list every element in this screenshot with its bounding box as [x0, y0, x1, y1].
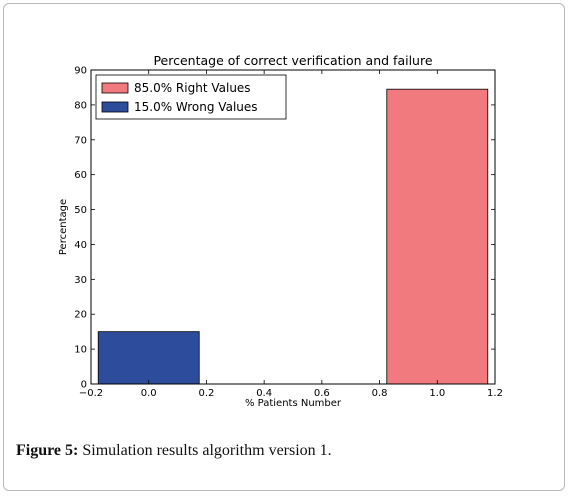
caption-text: Simulation results algorithm version 1.: [78, 442, 332, 459]
y-tick-label: 30: [74, 275, 87, 286]
y-tick-label: 90: [74, 66, 87, 77]
x-tick-label: 0.0: [141, 388, 157, 399]
legend-label: 15.0% Wrong Values: [134, 100, 258, 114]
x-tick-label: −0.2: [79, 388, 103, 399]
plot-area-frame: [90, 69, 496, 385]
x-tick-label: 0.8: [372, 388, 388, 399]
y-tick-label: 20: [74, 310, 87, 321]
x-tick-label: 0.2: [198, 388, 214, 399]
x-tick-label: 1.0: [429, 388, 445, 399]
legend-swatch: [101, 82, 129, 94]
bar-series-1: [97, 331, 200, 385]
chart-title: Percentage of correct verification and f…: [153, 53, 432, 68]
legend-label: 85.0% Right Values: [134, 81, 251, 95]
bars-layer: [97, 88, 489, 385]
x-tick-label: 0.6: [314, 388, 330, 399]
y-tick-label: 50: [74, 205, 87, 216]
y-tick-label: 0: [81, 380, 87, 391]
x-tick-label: 1.2: [487, 388, 503, 399]
bar-chart: Percentage of correct verification and f…: [58, 53, 503, 409]
figure-panel: Percentage of correct verification and f…: [12, 42, 557, 424]
legend-swatch: [101, 101, 129, 113]
y-axis-label: Percentage: [58, 199, 69, 255]
bar-series-0: [386, 88, 489, 385]
figure-caption: Figure 5: Simulation results algorithm v…: [16, 442, 546, 460]
x-tick-label: 0.4: [256, 388, 272, 399]
y-tick-label: 80: [74, 100, 87, 111]
y-tick-label: 70: [74, 135, 87, 146]
y-axis-ticks: 0 10 20 30 40 50 60 70 80 90: [74, 66, 495, 391]
figure-frame: Percentage of correct verification and f…: [3, 3, 565, 491]
x-axis-ticks: −0.2 0.0 0.2 0.4 0.6 0.8 1.0 1.2: [79, 70, 503, 399]
x-axis-label: % Patients Number: [245, 398, 342, 409]
y-tick-label: 60: [74, 170, 87, 181]
legend-box: [95, 74, 287, 120]
caption-label: Figure 5:: [16, 442, 79, 459]
y-tick-label: 40: [74, 240, 87, 251]
legend: 85.0% Right Values 15.0% Wrong Values: [95, 74, 287, 120]
y-tick-label: 10: [74, 345, 87, 356]
